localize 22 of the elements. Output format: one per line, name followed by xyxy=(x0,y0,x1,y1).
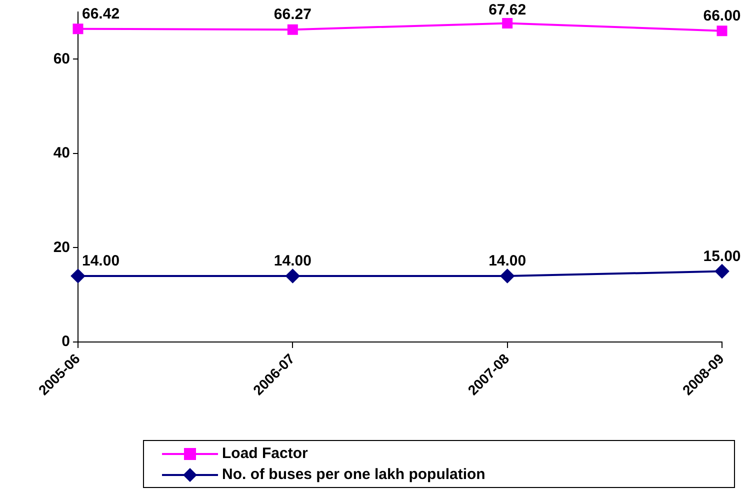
y-tick-label: 20 xyxy=(53,238,70,256)
data-label: 66.27 xyxy=(274,6,312,24)
y-tick-label: 0 xyxy=(62,333,70,350)
point xyxy=(502,18,513,28)
point xyxy=(500,269,514,283)
data-label: 14.00 xyxy=(82,252,120,270)
data-label: 15.00 xyxy=(703,248,741,265)
point xyxy=(71,269,85,283)
y-tick-label: 40 xyxy=(53,144,70,162)
data-label: 66.00 xyxy=(703,8,741,24)
point xyxy=(287,24,298,35)
data-label: 14.00 xyxy=(488,252,526,270)
data-label: 67.62 xyxy=(488,2,526,19)
point xyxy=(716,26,728,36)
point xyxy=(715,264,729,278)
point xyxy=(286,269,300,283)
legend-label: Load Factor xyxy=(222,445,308,462)
point xyxy=(72,24,84,34)
data-label: 66.42 xyxy=(82,6,120,23)
y-tick-label: 60 xyxy=(53,50,70,68)
legend-label: No. of buses per one lakh population xyxy=(222,466,486,483)
data-label: 14.00 xyxy=(274,252,312,270)
